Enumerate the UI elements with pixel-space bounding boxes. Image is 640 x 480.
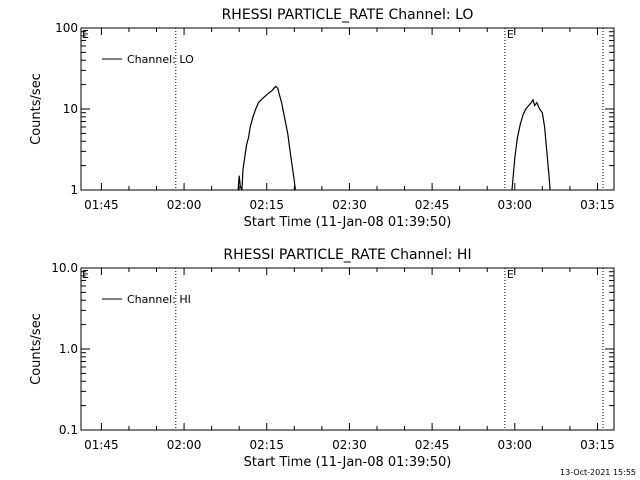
x-tick-label: 03:15 [580,438,615,452]
x-tick-label: 02:30 [332,198,367,212]
legend-label: Channel: LO [127,53,194,66]
x-tick-label: 01:45 [84,198,119,212]
x-axis-label: Start Time (11-Jan-08 01:39:50) [244,455,452,470]
x-tick-label: 03:15 [580,198,615,212]
time-marker-label: E [507,28,514,41]
x-tick-label: 02:15 [249,438,284,452]
x-tick-label: 02:15 [249,198,284,212]
y-tick-label: 0.1 [59,423,78,437]
y-tick-label: 10.0 [51,261,78,275]
x-axis-label: Start Time (11-Jan-08 01:39:50) [244,215,452,230]
corner-marker-label: E [82,268,89,281]
x-tick-label: 02:00 [167,198,202,212]
chart-title: RHESSI PARTICLE_RATE Channel: LO [222,7,474,23]
x-tick-label: 03:00 [497,438,532,452]
y-tick-label: 10 [63,102,78,116]
chart-title: RHESSI PARTICLE_RATE Channel: HI [223,247,471,263]
y-axis-label: Counts/sec [29,313,44,385]
x-tick-label: 02:45 [415,438,450,452]
x-tick-label: 02:45 [415,198,450,212]
x-tick-label: 01:45 [84,438,119,452]
y-tick-label: 1.0 [59,342,78,356]
legend-label: Channel: HI [127,293,191,306]
y-axis-label: Counts/sec [29,73,44,145]
series-line [237,85,296,191]
hi-channel-panel: RHESSI PARTICLE_RATE Channel: HI 01:45 02:… [29,247,615,470]
corner-marker-label: E [82,28,89,41]
y-tick-label: 1 [70,183,78,197]
x-tick-label: 03:00 [497,198,532,212]
x-tick-label: 02:00 [167,438,202,452]
x-tick-label: 02:30 [332,438,367,452]
lo-channel-panel: RHESSI PARTICLE_RATE Channel: LO 01:45 02:… [29,7,615,230]
y-tick-label: 100 [55,21,78,35]
time-marker-label: E [507,268,514,281]
series-line [511,98,551,191]
footer-timestamp: 13-Oct-2021 15:55 [560,468,636,477]
